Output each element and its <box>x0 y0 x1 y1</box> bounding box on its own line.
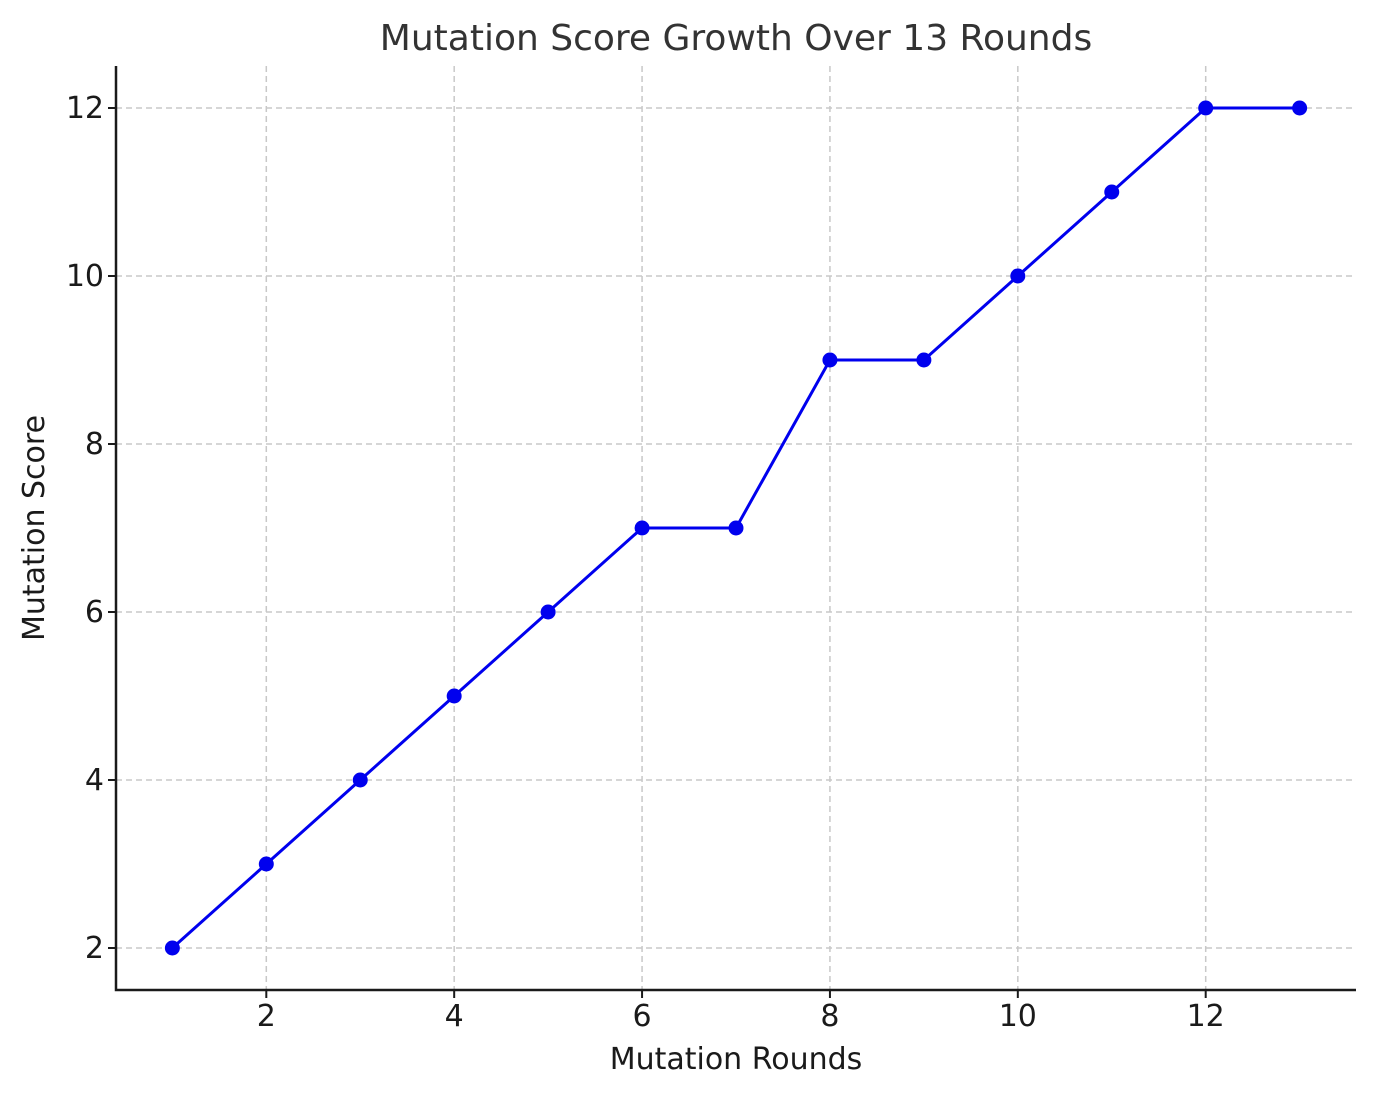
data-point <box>634 520 650 536</box>
y-tick-label: 2 <box>85 931 104 966</box>
y-tick-label: 8 <box>85 427 104 462</box>
x-tick-label: 8 <box>820 999 839 1034</box>
y-tick-label: 4 <box>85 763 104 798</box>
grid <box>116 66 1356 990</box>
ticks: 2 4 6 8 10 12 2 4 6 8 10 12 <box>66 91 1225 1034</box>
data-point <box>352 772 368 788</box>
data-point <box>540 604 556 620</box>
axis-frame <box>114 66 1356 992</box>
x-tick-label: 2 <box>257 999 276 1034</box>
data-point <box>1104 184 1120 200</box>
data-point <box>258 856 274 872</box>
chart-title: Mutation Score Growth Over 13 Rounds <box>380 18 1092 59</box>
x-axis-label: Mutation Rounds <box>610 1042 863 1077</box>
data-point <box>1292 100 1308 116</box>
axes <box>114 66 1356 992</box>
y-axis-label: Mutation Score <box>17 415 52 641</box>
x-tick-label: 4 <box>445 999 464 1034</box>
data-point <box>728 520 744 536</box>
data-point <box>164 940 180 956</box>
y-tick-label: 6 <box>85 595 104 630</box>
x-tick-label: 6 <box>633 999 652 1034</box>
y-tick-label: 10 <box>66 259 104 294</box>
data-point <box>1010 268 1026 284</box>
data-point <box>446 688 462 704</box>
data-point <box>916 352 932 368</box>
series <box>164 100 1308 956</box>
data-point <box>822 352 838 368</box>
y-tick-label: 12 <box>66 91 104 126</box>
data-point <box>1198 100 1214 116</box>
x-tick-label: 12 <box>1187 999 1225 1034</box>
x-tick-label: 10 <box>999 999 1037 1034</box>
